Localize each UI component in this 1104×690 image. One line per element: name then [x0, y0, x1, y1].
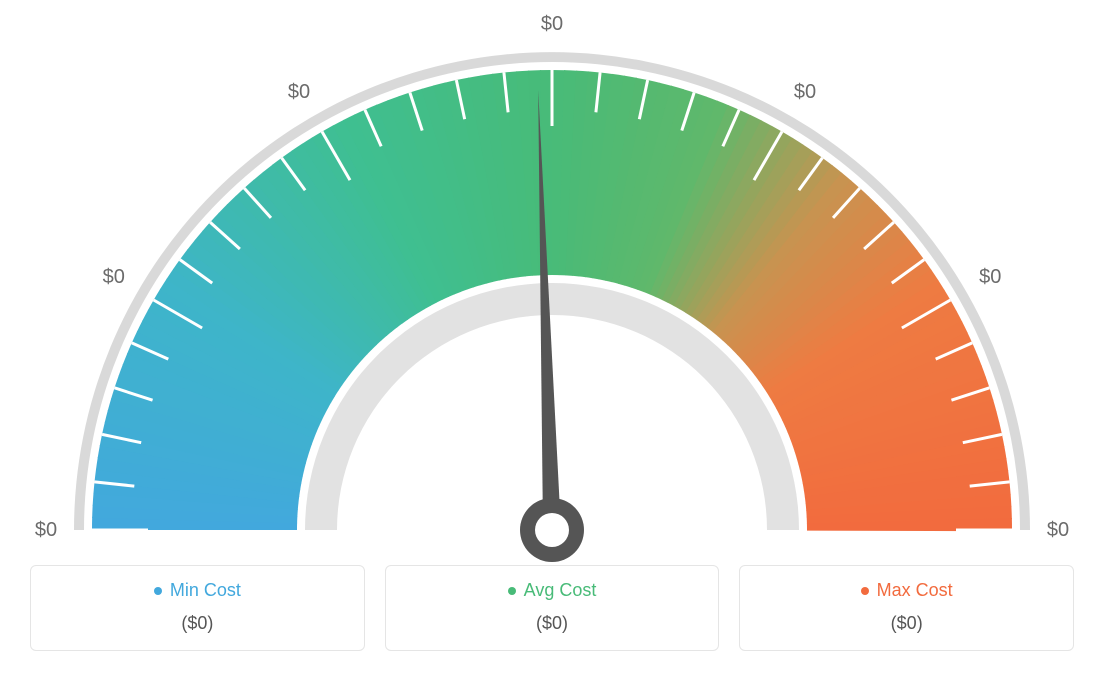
legend-dot-avg [508, 587, 516, 595]
legend-card-avg: Avg Cost ($0) [385, 565, 720, 651]
legend-value-min: ($0) [51, 613, 344, 634]
legend-label-avg: Avg Cost [524, 580, 597, 601]
svg-text:$0: $0 [103, 266, 125, 288]
svg-text:$0: $0 [1047, 519, 1069, 541]
gauge-svg: $0 $0 $0 $0 $0 $0 $0 [0, 0, 1104, 565]
legend-row: Min Cost ($0) Avg Cost ($0) Max Cost ($0… [0, 565, 1104, 651]
legend-dot-max [861, 587, 869, 595]
legend-card-min: Min Cost ($0) [30, 565, 365, 651]
gauge-chart: $0 $0 $0 $0 $0 $0 $0 [0, 0, 1104, 565]
legend-label-min: Min Cost [170, 580, 241, 601]
legend-card-max: Max Cost ($0) [739, 565, 1074, 651]
legend-value-max: ($0) [760, 613, 1053, 634]
svg-text:$0: $0 [288, 81, 310, 103]
legend-dot-min [154, 587, 162, 595]
svg-text:$0: $0 [541, 13, 563, 35]
svg-text:$0: $0 [794, 81, 816, 103]
cost-gauge-container: $0 $0 $0 $0 $0 $0 $0 Min Cost ($0) Avg Cost ($… [0, 0, 1104, 690]
legend-label-max: Max Cost [877, 580, 953, 601]
legend-value-avg: ($0) [406, 613, 699, 634]
svg-text:$0: $0 [35, 519, 57, 541]
svg-text:$0: $0 [979, 266, 1001, 288]
